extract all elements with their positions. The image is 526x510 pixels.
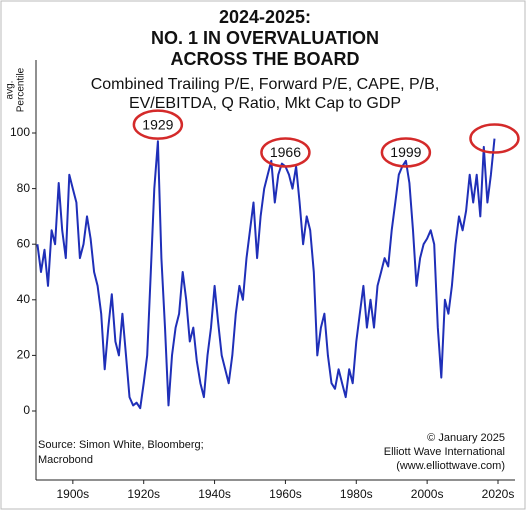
x-tick-label: 1920s (127, 487, 160, 501)
y-axis-label: avg. (5, 81, 16, 100)
annotation-circle (132, 109, 184, 140)
y-tick-label: 0 (23, 403, 30, 417)
annotation-circle (469, 123, 520, 154)
annotation-label: 1966 (270, 144, 301, 160)
annotation-label: 1999 (390, 144, 421, 160)
credit-note: (www.elliottwave.com) (396, 460, 505, 472)
credit-note: © January 2025 (427, 432, 505, 444)
source-note: Source: Simon White, Bloomberg; (38, 439, 204, 451)
x-tick-label: 2020s (482, 487, 515, 501)
y-tick-label: 80 (17, 181, 31, 195)
chart-subtitle: EV/EBITDA, Q Ratio, Mkt Cap to GDP (129, 95, 401, 112)
y-axis-label: Percentile (16, 67, 27, 112)
annotation-label: 1929 (142, 116, 173, 132)
chart-subtitle: Combined Trailing P/E, Forward P/E, CAPE… (91, 76, 440, 93)
source-note: Macrobond (38, 454, 93, 466)
y-tick-label: 20 (17, 348, 31, 362)
y-tick-label: 60 (17, 236, 31, 250)
x-tick-label: 1960s (269, 487, 302, 501)
x-tick-label: 1900s (56, 487, 89, 501)
chart-title: 2024-2025: (219, 7, 311, 27)
chart-title: NO. 1 IN OVERVALUATION (151, 28, 379, 48)
y-tick-label: 100 (10, 125, 30, 139)
annotation-circle (380, 137, 432, 168)
annotation-circle (260, 137, 311, 168)
data-line (36, 138, 496, 410)
x-tick-label: 1980s (340, 487, 373, 501)
x-tick-label: 2000s (411, 487, 444, 501)
chart-title: ACROSS THE BOARD (170, 49, 359, 69)
y-tick-label: 40 (17, 292, 31, 306)
x-tick-label: 1940s (198, 487, 231, 501)
credit-note: Elliott Wave International (384, 446, 505, 458)
